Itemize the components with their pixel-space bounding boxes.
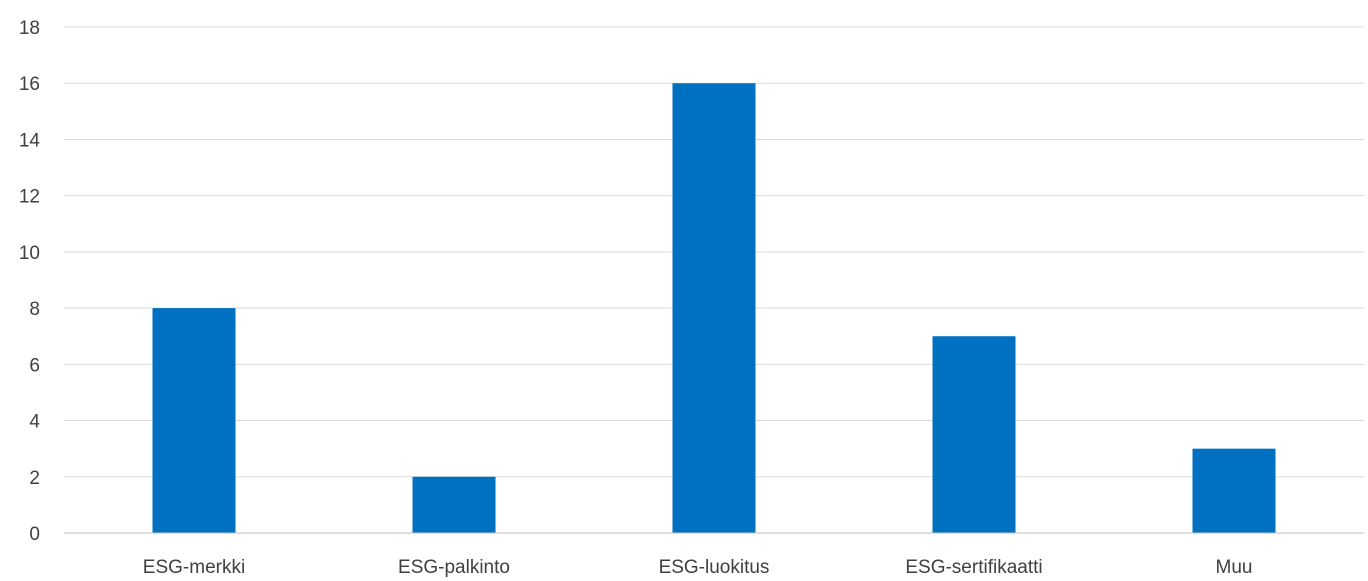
y-tick-label: 10 (19, 243, 40, 264)
y-tick-label: 16 (19, 74, 40, 95)
y-tick-label: 8 (29, 299, 40, 320)
y-tick-label: 4 (29, 412, 40, 433)
x-tick-label: ESG-sertifikaatti (905, 557, 1042, 578)
y-tick-label: 2 (29, 468, 40, 489)
bar (412, 476, 496, 533)
bar (672, 83, 756, 533)
bars (152, 83, 1276, 533)
y-tick-label: 6 (29, 355, 40, 376)
bar (1192, 448, 1276, 533)
bar (152, 308, 236, 533)
x-tick-label: ESG-merkki (143, 557, 245, 578)
bar (932, 336, 1016, 533)
x-tick-label: Muu (1216, 557, 1253, 578)
y-tick-label: 18 (19, 18, 40, 39)
y-tick-label: 12 (19, 187, 40, 208)
y-axis-tick-labels: 0 2 4 6 8 10 12 14 16 18 (19, 18, 41, 545)
y-tick-label: 14 (19, 130, 41, 151)
x-axis-category-labels: ESG-merkki ESG-palkinto ESG-luokitus ESG-se… (143, 557, 1253, 578)
x-tick-label: ESG-palkinto (398, 557, 510, 578)
x-tick-label: ESG-luokitus (659, 557, 770, 578)
y-tick-label: 0 (29, 524, 40, 545)
